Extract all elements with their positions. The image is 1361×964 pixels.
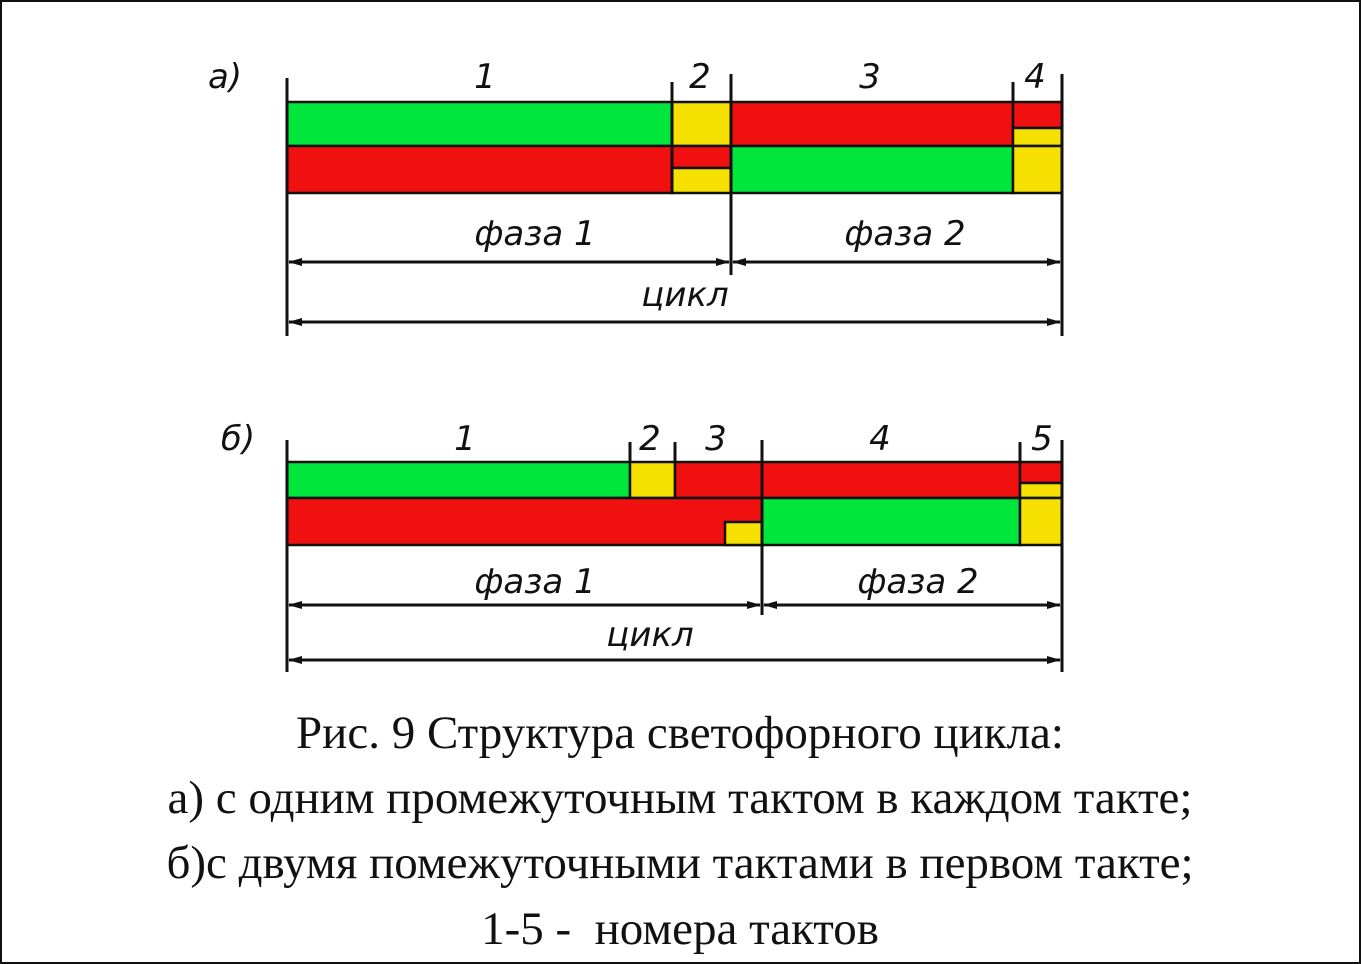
tact-number: 4 <box>1024 57 1046 97</box>
diagram-b: б) 1 2 3 4 5 фаза 1 фаза 2 цикл <box>221 419 1064 672</box>
tact-number: 3 <box>705 419 727 459</box>
phase-label: фаза 1 <box>474 562 595 602</box>
tact-number: 3 <box>859 57 881 97</box>
tact-number: 1 <box>454 419 476 459</box>
caption-line: 1-5 - номера тактов <box>481 903 879 955</box>
caption-line: а) с одним промежуточным тактом в каждом… <box>168 772 1193 824</box>
phase-label: фаза 2 <box>857 562 978 602</box>
cycle-label: цикл <box>641 275 729 315</box>
diagram-label: б) <box>221 419 255 459</box>
caption-line: б)с двумя помежуточными тактами в первом… <box>166 837 1193 889</box>
phase-label: фаза 2 <box>844 214 965 254</box>
phase-label: фаза 1 <box>474 214 595 254</box>
tact-number: 2 <box>689 57 711 97</box>
cycle-label: цикл <box>606 615 694 655</box>
tact-number: 2 <box>639 419 661 459</box>
caption: Рис. 9 Структура светофорного цикла: а) … <box>166 707 1193 955</box>
tact-number: 4 <box>869 419 891 459</box>
caption-line: Рис. 9 Структура светофорного цикла: <box>296 707 1064 759</box>
diagram-a: а) 1 2 3 4 фаза 1 фаза 2 цикл <box>208 57 1064 336</box>
tact-number: 5 <box>1031 419 1053 459</box>
tact-number: 1 <box>474 57 496 97</box>
diagram-label: а) <box>208 57 242 97</box>
